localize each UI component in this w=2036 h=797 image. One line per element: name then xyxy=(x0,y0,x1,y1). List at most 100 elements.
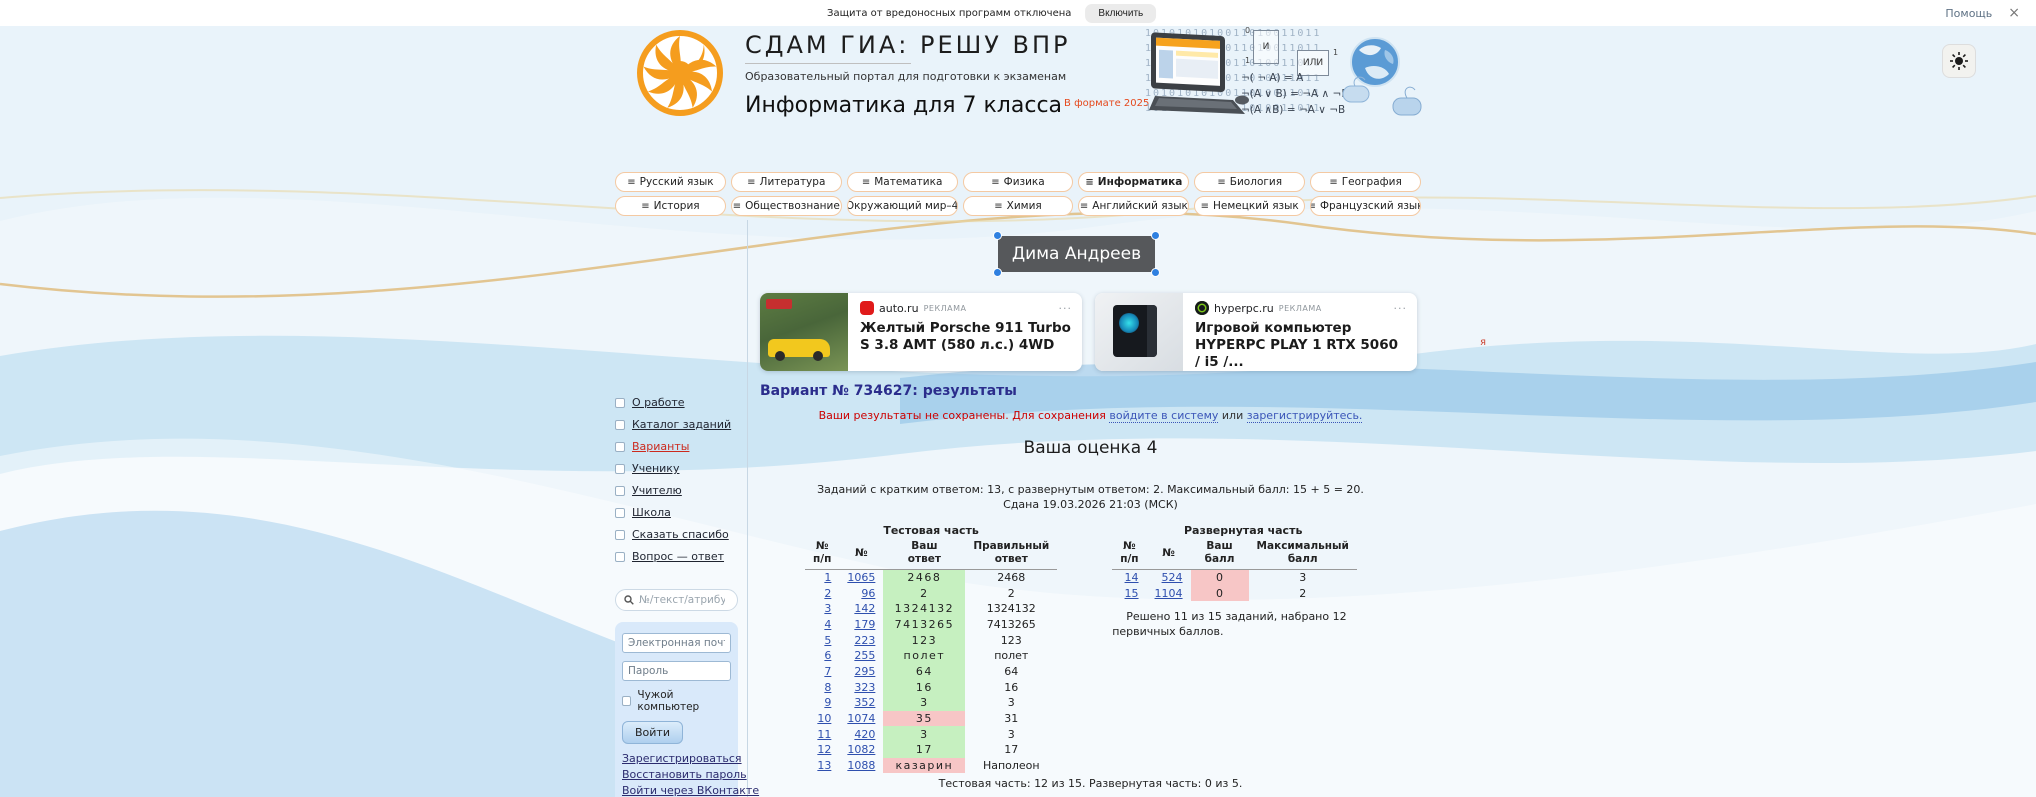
ad-domain[interactable]: auto.ru xyxy=(879,301,919,315)
sidebar-item[interactable]: Каталог заданий xyxy=(615,418,737,431)
sidebar-item[interactable]: О работе xyxy=(615,396,737,409)
task-position-link[interactable]: 15 xyxy=(1124,586,1139,600)
task-id-link[interactable]: 524 xyxy=(1161,571,1183,585)
task-id-link[interactable]: 179 xyxy=(854,617,876,631)
sidebar-item[interactable]: Школа xyxy=(615,506,737,519)
subject-button[interactable]: ≡ История xyxy=(615,196,726,216)
task-position-link[interactable]: 10 xyxy=(817,712,832,726)
ad-title[interactable]: Желтый Porsche 911 Turbo S 3.8 AMT (580 … xyxy=(860,320,1071,353)
task-position-link[interactable]: 8 xyxy=(824,680,832,694)
task-position-link[interactable]: 6 xyxy=(824,649,832,663)
checkbox-icon[interactable] xyxy=(622,696,632,706)
sidebar-item[interactable]: Учителю xyxy=(615,484,737,497)
email-field[interactable] xyxy=(622,633,731,653)
sidebar-link[interactable]: Каталог заданий xyxy=(632,418,732,431)
task-id-link[interactable]: 295 xyxy=(854,664,876,678)
task-id-link[interactable]: 420 xyxy=(854,727,876,741)
drag-handle[interactable] xyxy=(992,231,1002,240)
task-id-link[interactable]: 352 xyxy=(854,696,876,710)
checkbox-icon[interactable] xyxy=(615,485,625,496)
close-icon[interactable]: × xyxy=(2008,5,2020,21)
subject-button[interactable]: ≡ География xyxy=(1310,172,1421,192)
task-position-link[interactable]: 1 xyxy=(824,571,832,585)
task-id-link[interactable]: 1104 xyxy=(1154,586,1183,600)
task-position-link[interactable]: 2 xyxy=(824,586,832,600)
search-input[interactable] xyxy=(639,594,725,606)
drag-handle[interactable] xyxy=(1151,268,1161,277)
sidebar-link[interactable]: Вопрос — ответ xyxy=(632,550,725,563)
drag-handle[interactable] xyxy=(992,268,1002,277)
login-link[interactable]: Войти через ВКонтакте xyxy=(622,784,760,797)
task-id-link[interactable]: 1082 xyxy=(847,743,876,757)
subject-button[interactable]: ≡ Обществознание xyxy=(730,196,842,216)
ad-menu-icon[interactable]: ... xyxy=(1393,299,1407,312)
task-position-link[interactable]: 7 xyxy=(824,664,832,678)
sidebar-item[interactable]: Варианты xyxy=(615,440,737,453)
task-id-link[interactable]: 255 xyxy=(854,649,876,663)
task-id-link[interactable]: 1088 xyxy=(847,759,876,773)
help-link[interactable]: Помощь xyxy=(1945,6,1993,20)
ad-domain[interactable]: hyperpc.ru xyxy=(1214,301,1274,315)
checkbox-icon[interactable] xyxy=(615,419,625,430)
task-position-link[interactable]: 12 xyxy=(817,743,832,757)
register-inline-link[interactable]: зарегистрируйтесь. xyxy=(1246,409,1363,423)
checkbox-icon[interactable] xyxy=(615,551,625,562)
task-id-link[interactable]: 96 xyxy=(861,586,876,600)
login-button[interactable]: Войти xyxy=(622,721,683,744)
sidebar-item[interactable]: Сказать спасибо xyxy=(615,528,737,541)
task-id-link[interactable]: 323 xyxy=(854,680,876,694)
sidebar-link[interactable]: Учителю xyxy=(632,484,682,497)
subject-button[interactable]: ≡ Литература xyxy=(730,172,842,192)
task-position-link[interactable]: 5 xyxy=(824,633,832,647)
search-box[interactable] xyxy=(615,589,738,611)
task-position-link[interactable]: 14 xyxy=(1124,571,1139,585)
subject-button[interactable]: ≡ Английский язык xyxy=(1078,196,1190,216)
task-position-link[interactable]: 9 xyxy=(824,696,832,710)
subject-button[interactable]: ≡ Биология xyxy=(1194,172,1306,192)
task-position-link[interactable]: 11 xyxy=(817,727,832,741)
checkbox-icon[interactable] xyxy=(615,397,625,408)
task-id-link[interactable]: 1074 xyxy=(847,712,876,726)
checkbox-icon[interactable] xyxy=(615,529,625,540)
sidebar-link[interactable]: Ученику xyxy=(632,462,680,475)
login-link[interactable]: Восстановить пароль xyxy=(622,768,747,781)
login-link[interactable]: Зарегистрироваться xyxy=(622,752,742,765)
subject-button[interactable]: ≡ Физика xyxy=(962,172,1074,192)
site-logo-pinwheel-icon[interactable] xyxy=(637,30,723,116)
subject-button[interactable]: Окружающий мир–4 xyxy=(846,196,958,216)
subject-button[interactable]: ≡ Немецкий язык xyxy=(1194,196,1306,216)
subject-button[interactable]: ≡ Химия xyxy=(962,196,1074,216)
theme-toggle-button[interactable] xyxy=(1942,44,1976,78)
subject-button[interactable]: ≡ Русский язык xyxy=(615,172,726,192)
task-id-link[interactable]: 142 xyxy=(854,602,876,616)
enable-protection-button[interactable]: Включить xyxy=(1085,3,1157,23)
sidebar-link[interactable]: О работе xyxy=(632,396,685,409)
checkbox-icon[interactable] xyxy=(615,507,625,518)
task-position-link[interactable]: 13 xyxy=(817,759,832,773)
other-computer-option[interactable]: Чужой компьютер xyxy=(622,689,731,713)
password-field[interactable] xyxy=(622,661,731,681)
student-name-box[interactable]: Дима Андреев xyxy=(992,231,1161,277)
task-id-link[interactable]: 1065 xyxy=(847,571,876,585)
table-row: 8 323 16 16 xyxy=(805,679,1057,695)
ad-title[interactable]: Игровой компьютер HYPERPC PLAY 1 RTX 506… xyxy=(1195,320,1398,370)
sidebar-item[interactable]: Вопрос — ответ xyxy=(615,550,737,563)
sidebar-link[interactable]: Варианты xyxy=(632,440,690,453)
ad-card-auto[interactable]: auto.ru РЕКЛАМА ... Желтый Porsche 911 T… xyxy=(760,293,1082,371)
subject-button[interactable]: ≡Французский язык xyxy=(1310,196,1421,216)
subject-button[interactable]: ≡ Информатика xyxy=(1078,172,1190,192)
checkbox-icon[interactable] xyxy=(615,441,625,452)
task-position-link[interactable]: 4 xyxy=(824,617,832,631)
ad-menu-icon[interactable]: ... xyxy=(1058,299,1072,312)
ad-card-hyperpc[interactable]: hyperpc.ru РЕКЛАМА ... Игровой компьютер… xyxy=(1095,293,1417,371)
login-inline-link[interactable]: войдите в систему xyxy=(1109,409,1219,423)
sidebar-link[interactable]: Школа xyxy=(632,506,671,519)
sidebar-link[interactable]: Сказать спасибо xyxy=(632,528,729,541)
subject-button[interactable]: ≡ Математика xyxy=(846,172,958,192)
site-title[interactable]: СДАМ ГИА: РЕШУ ВПР xyxy=(745,31,1071,59)
sidebar-item[interactable]: Ученику xyxy=(615,462,737,475)
drag-handle[interactable] xyxy=(1151,231,1161,240)
task-position-link[interactable]: 3 xyxy=(824,602,832,616)
task-id-link[interactable]: 223 xyxy=(854,633,876,647)
checkbox-icon[interactable] xyxy=(615,463,625,474)
